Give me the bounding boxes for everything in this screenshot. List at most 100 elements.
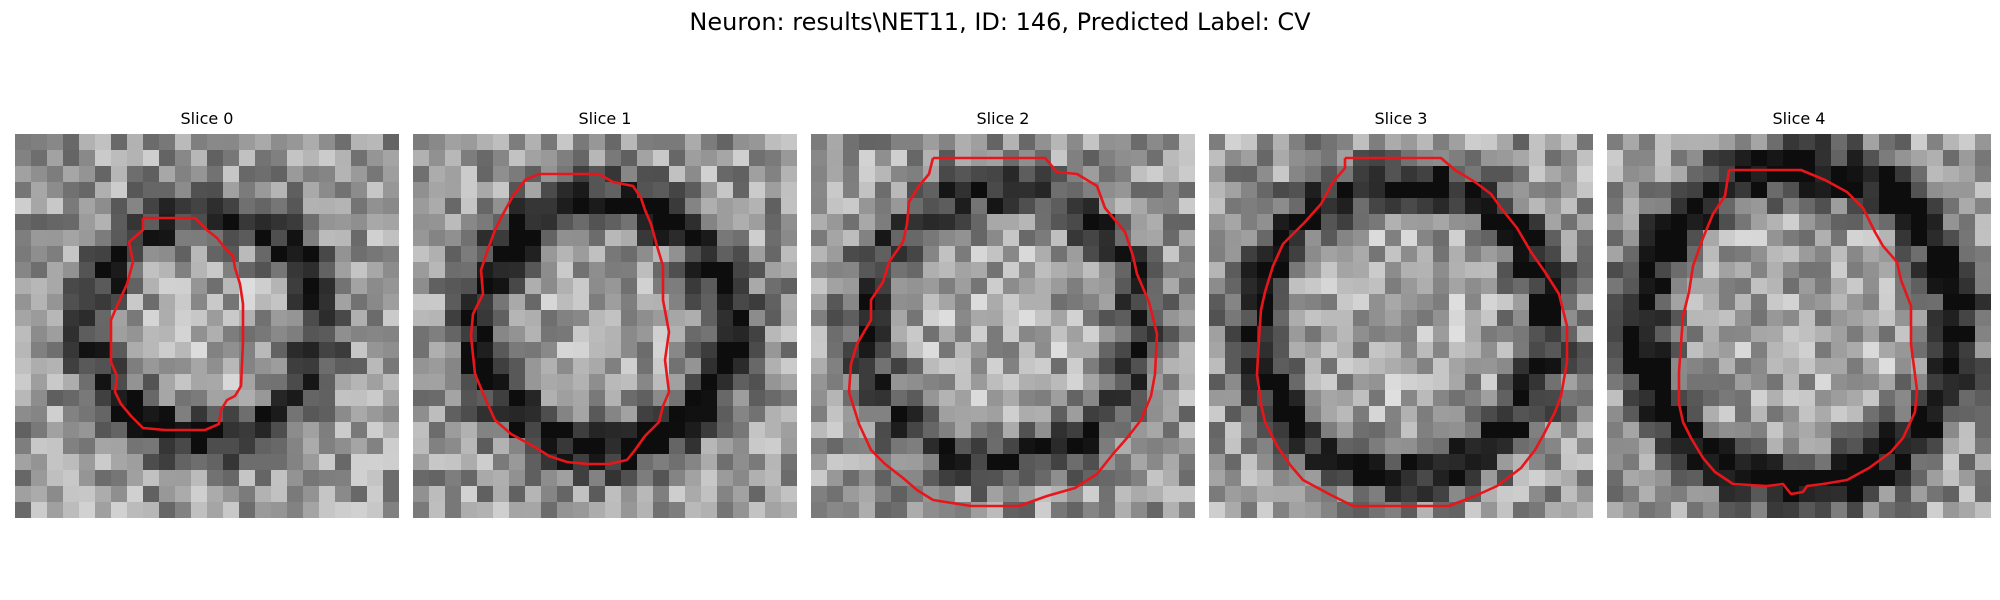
- pixel: [1655, 230, 1672, 247]
- pixel: [207, 374, 224, 391]
- pixel: [765, 294, 782, 311]
- pixel: [461, 470, 478, 487]
- pixel: [811, 390, 828, 407]
- pixel: [1735, 358, 1752, 375]
- pixel: [477, 438, 494, 455]
- pixel: [923, 454, 940, 471]
- pixel: [445, 390, 462, 407]
- pixel: [859, 454, 876, 471]
- pixel: [827, 390, 844, 407]
- pixel: [685, 230, 702, 247]
- pixel: [605, 326, 622, 343]
- pixel: [303, 438, 320, 455]
- pixel: [573, 502, 590, 518]
- pixel: [653, 134, 670, 151]
- pixel: [987, 406, 1004, 423]
- pixel: [1577, 470, 1593, 487]
- pixel: [1561, 294, 1578, 311]
- pixel: [811, 358, 828, 375]
- pixel: [1003, 278, 1020, 295]
- pixel: [1671, 198, 1688, 215]
- pixel: [1019, 422, 1036, 439]
- pixel: [1799, 438, 1816, 455]
- pixel: [445, 374, 462, 391]
- pixel: [1099, 198, 1116, 215]
- pixel: [685, 214, 702, 231]
- pixel: [477, 310, 494, 327]
- pixel: [79, 278, 96, 295]
- pixel: [1863, 326, 1880, 343]
- pixel: [509, 166, 526, 183]
- pixel: [749, 342, 766, 359]
- pixel: [47, 454, 64, 471]
- pixel: [1975, 294, 1991, 311]
- pixel: [1035, 358, 1052, 375]
- pixel: [637, 454, 654, 471]
- pixel: [621, 166, 638, 183]
- pixel: [811, 230, 828, 247]
- pixel: [1735, 246, 1752, 263]
- pixel: [1799, 358, 1816, 375]
- pixel: [79, 390, 96, 407]
- pixel: [15, 150, 32, 167]
- pixel: [1799, 198, 1816, 215]
- pixel: [1607, 406, 1624, 423]
- pixel: [749, 470, 766, 487]
- pixel: [859, 502, 876, 518]
- pixel: [955, 422, 972, 439]
- pixel: [1655, 166, 1672, 183]
- pixel: [493, 198, 510, 215]
- pixel: [1131, 342, 1148, 359]
- pixel: [653, 438, 670, 455]
- pixel: [1735, 406, 1752, 423]
- pixel: [175, 166, 192, 183]
- pixel: [1895, 134, 1912, 151]
- pixel: [891, 294, 908, 311]
- pixel: [303, 246, 320, 263]
- pixel: [159, 454, 176, 471]
- pixel: [1163, 278, 1180, 295]
- pixel: [1449, 358, 1466, 375]
- pixel: [1671, 502, 1688, 518]
- pixel: [1799, 454, 1816, 471]
- pixel: [1273, 246, 1290, 263]
- pixel: [811, 422, 828, 439]
- pixel: [891, 150, 908, 167]
- pixel: [701, 326, 718, 343]
- pixel: [1417, 230, 1434, 247]
- pixel: [621, 198, 638, 215]
- pixel: [429, 214, 446, 231]
- pixel: [493, 182, 510, 199]
- pixel: [271, 502, 288, 518]
- pixel: [159, 486, 176, 503]
- pixel: [1639, 454, 1656, 471]
- pixel: [143, 422, 160, 439]
- pixel: [1927, 358, 1944, 375]
- pixel: [1321, 342, 1338, 359]
- pixel: [239, 198, 256, 215]
- pixel: [605, 294, 622, 311]
- pixel: [111, 150, 128, 167]
- pixel: [1241, 214, 1258, 231]
- pixel: [1719, 198, 1736, 215]
- pixel: [701, 246, 718, 263]
- pixel: [79, 182, 96, 199]
- pixel: [207, 134, 224, 151]
- pixel: [1561, 310, 1578, 327]
- pixel: [509, 358, 526, 375]
- pixel: [1019, 198, 1036, 215]
- pixel: [1975, 486, 1991, 503]
- pixel: [429, 278, 446, 295]
- pixel: [1847, 438, 1864, 455]
- pixel: [255, 470, 272, 487]
- pixel: [1481, 262, 1498, 279]
- pixel: [1433, 294, 1450, 311]
- pixel: [1863, 374, 1880, 391]
- pixel: [1321, 390, 1338, 407]
- pixel: [239, 326, 256, 343]
- pixel: [1481, 230, 1498, 247]
- pixel: [1799, 214, 1816, 231]
- pixel: [1831, 150, 1848, 167]
- pixel: [653, 230, 670, 247]
- pixel: [1433, 150, 1450, 167]
